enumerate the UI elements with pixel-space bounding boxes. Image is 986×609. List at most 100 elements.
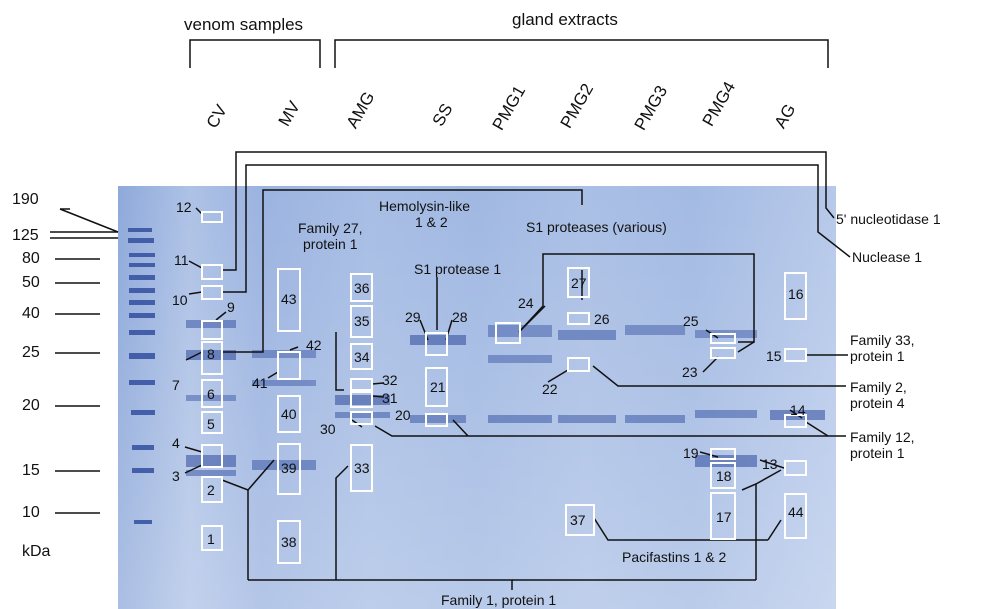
band-number-40: 40 bbox=[281, 406, 297, 422]
band-box-14 bbox=[784, 414, 807, 428]
band-box-36 bbox=[350, 273, 373, 302]
band-box-13 bbox=[784, 460, 807, 476]
band-number-29: 29 bbox=[405, 309, 421, 325]
band-box-10 bbox=[201, 285, 223, 300]
band-number-17: 17 bbox=[716, 509, 732, 525]
band-number-6: 6 bbox=[207, 386, 215, 402]
annotation-family2-line1: Family 2, bbox=[850, 379, 907, 395]
band-number-26: 26 bbox=[594, 311, 610, 327]
band-box-43 bbox=[277, 268, 301, 332]
annotation-hemolysin-line1: Hemolysin-like bbox=[379, 198, 471, 214]
band-box-12 bbox=[201, 211, 223, 223]
band-number-19: 19 bbox=[683, 445, 699, 461]
annotation-s1-various: S1 proteases (various) bbox=[526, 219, 667, 235]
marker-10: 10 bbox=[22, 504, 40, 521]
band-number-39: 39 bbox=[281, 460, 297, 476]
band-number-37: 37 bbox=[570, 512, 586, 528]
gland-extracts-header: gland extracts bbox=[512, 10, 618, 29]
band-box-40 bbox=[277, 395, 301, 433]
venom-samples-header: venom samples bbox=[184, 15, 304, 34]
band-box-22 bbox=[567, 357, 590, 372]
band-box-23 bbox=[710, 347, 736, 359]
band-number-21: 21 bbox=[430, 379, 446, 395]
marker-25: 25 bbox=[22, 344, 40, 361]
band-box-41-42 bbox=[277, 351, 301, 380]
band-box-31 bbox=[350, 391, 373, 408]
ladder-bands bbox=[128, 228, 155, 524]
band-box-11 bbox=[201, 264, 223, 280]
band-box-3-4 bbox=[201, 444, 223, 468]
band-number-33: 33 bbox=[354, 460, 370, 476]
connector-lines bbox=[184, 151, 851, 590]
marker-190: 190 bbox=[12, 191, 39, 208]
band-number-7: 7 bbox=[172, 377, 180, 393]
band-number-8: 8 bbox=[207, 346, 215, 362]
band-number-23: 23 bbox=[682, 364, 698, 380]
annotation-5-nucleotidase: 5' nucleotidase 1 bbox=[836, 211, 941, 227]
band-number-13: 13 bbox=[762, 456, 778, 472]
band-number-38: 38 bbox=[281, 534, 297, 550]
band-box-37 bbox=[565, 504, 595, 536]
band-number-16: 16 bbox=[788, 286, 804, 302]
band-number-10: 10 bbox=[172, 292, 188, 308]
marker-15: 15 bbox=[22, 462, 40, 479]
annotation-family33-line2: protein 1 bbox=[850, 348, 905, 364]
band-box-30 bbox=[350, 411, 373, 425]
band-number-42: 42 bbox=[306, 337, 322, 353]
band-number-9: 9 bbox=[227, 299, 235, 315]
band-box-9 bbox=[201, 320, 223, 340]
marker-20: 20 bbox=[22, 397, 40, 414]
band-box-35 bbox=[350, 305, 373, 338]
band-box-17 bbox=[710, 492, 736, 540]
band-box-5 bbox=[201, 411, 223, 434]
band-box-20 bbox=[425, 413, 448, 427]
band-number-18: 18 bbox=[716, 468, 732, 484]
band-number-32: 32 bbox=[382, 372, 398, 388]
annotation-family2-line2: protein 4 bbox=[850, 395, 905, 411]
header-brackets bbox=[189, 39, 829, 68]
band-number-1: 1 bbox=[207, 531, 215, 547]
band-number-31: 31 bbox=[382, 390, 398, 406]
band-box-18 bbox=[710, 462, 736, 489]
marker-ticks bbox=[50, 208, 119, 514]
band-number-22: 22 bbox=[542, 381, 558, 397]
band-number-41: 41 bbox=[252, 375, 268, 391]
band-number-2: 2 bbox=[207, 482, 215, 498]
annotation-nuclease: Nuclease 1 bbox=[852, 249, 923, 265]
band-box-33 bbox=[350, 444, 373, 492]
band-number-15: 15 bbox=[766, 348, 782, 364]
band-number-3: 3 bbox=[172, 468, 180, 484]
annotation-family33-line1: Family 33, bbox=[850, 332, 915, 348]
band-box-38 bbox=[277, 520, 301, 564]
annotation-s1-protease-1: S1 protease 1 bbox=[414, 261, 502, 277]
annotation-family27-line2: protein 1 bbox=[303, 236, 358, 252]
band-box-1 bbox=[201, 525, 223, 551]
band-box-19 bbox=[710, 448, 736, 460]
band-box-32 bbox=[350, 378, 373, 391]
band-number-14: 14 bbox=[790, 402, 806, 418]
band-number-12: 12 bbox=[176, 199, 192, 215]
annotation-family12-line2: protein 1 bbox=[850, 445, 905, 461]
band-box-26 bbox=[567, 312, 590, 325]
band-number-5: 5 bbox=[207, 416, 215, 432]
band-number-25: 25 bbox=[683, 313, 699, 329]
band-box-34 bbox=[350, 343, 373, 370]
band-box-39 bbox=[277, 443, 301, 495]
band-box-21 bbox=[425, 367, 448, 407]
marker-80: 80 bbox=[22, 250, 40, 267]
band-number-43: 43 bbox=[281, 291, 297, 307]
band-box-15 bbox=[784, 348, 807, 362]
marker-50: 50 bbox=[22, 274, 40, 291]
band-number-44: 44 bbox=[788, 504, 804, 520]
band-number-28: 28 bbox=[452, 309, 468, 325]
band-number-11: 11 bbox=[174, 252, 189, 268]
band-box-28-29 bbox=[425, 332, 448, 356]
band-box-6 bbox=[201, 379, 223, 408]
annotation-pacifastins: Pacifastins 1 & 2 bbox=[622, 549, 727, 565]
band-box-7-8 bbox=[201, 341, 223, 375]
band-number-4: 4 bbox=[172, 435, 180, 451]
band-box-27 bbox=[567, 267, 590, 298]
annotation-family27-line1: Family 27, bbox=[298, 220, 363, 236]
band-box-2 bbox=[201, 476, 223, 503]
